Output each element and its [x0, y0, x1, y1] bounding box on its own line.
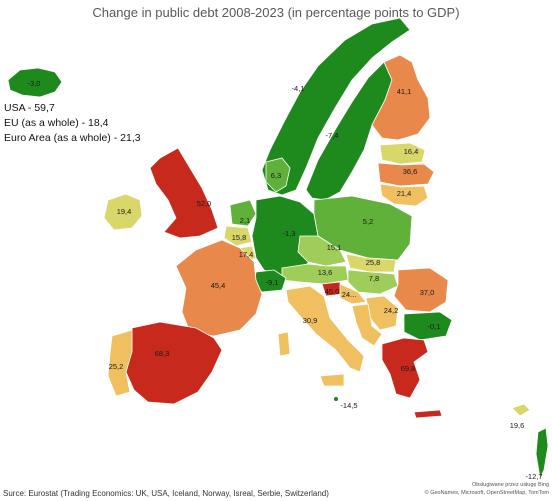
- country-croatia[interactable]: [339, 283, 367, 305]
- label-czechia: 15,1: [327, 243, 342, 252]
- label-iceland: -3,0: [28, 79, 41, 88]
- country-latvia[interactable]: [377, 162, 435, 187]
- label-croatia: 24...: [342, 290, 357, 299]
- label-switzerland: -9,1: [266, 278, 279, 287]
- country-norway[interactable]: [261, 17, 411, 196]
- label-poland: 5,2: [363, 217, 373, 226]
- label-denmark: 6,3: [271, 171, 281, 180]
- region-western-balkans: [351, 303, 383, 347]
- country-israel[interactable]: [535, 427, 549, 480]
- country-greece[interactable]: [381, 337, 429, 399]
- label-hungary: 7,8: [369, 274, 379, 283]
- label-slovakia: 25,8: [366, 258, 381, 267]
- label-israel: -12,7: [525, 472, 542, 481]
- legend-usa: USA - 59,7: [4, 102, 55, 114]
- country-hungary[interactable]: [347, 269, 399, 295]
- country-italy[interactable]: [285, 285, 365, 373]
- country-belgium[interactable]: [223, 225, 253, 247]
- country-denmark[interactable]: [265, 157, 291, 193]
- label-lithuania: 21,4: [397, 189, 412, 198]
- label-romania: 37,0: [420, 288, 435, 297]
- country-lithuania[interactable]: [379, 183, 429, 207]
- label-bulgaria: -0,1: [428, 322, 441, 331]
- country-spain[interactable]: [125, 321, 223, 405]
- label-slovenia: 45,0: [325, 287, 340, 296]
- country-austria[interactable]: [281, 263, 349, 285]
- label-belgium: 15,8: [232, 233, 247, 242]
- label-netherlands: 2,1: [240, 216, 250, 225]
- island-sicily: [319, 373, 345, 387]
- country-iceland[interactable]: [7, 67, 63, 98]
- label-norway: -4,1: [292, 84, 305, 93]
- legend-eu: EU (as a whole) - 18,4: [4, 117, 109, 129]
- country-romania[interactable]: [393, 267, 449, 313]
- island-sardinia: [277, 331, 291, 357]
- label-luxembourg: 17,4: [239, 250, 254, 259]
- country-slovakia[interactable]: [345, 253, 397, 273]
- country-estonia[interactable]: [379, 142, 426, 165]
- source-note: Surce: Eurostat (Trading Economics: UK, …: [3, 489, 329, 498]
- label-finland: 41,1: [397, 87, 412, 96]
- country-czechia[interactable]: [297, 235, 347, 267]
- label-austria: 13,6: [318, 268, 333, 277]
- map-title: Change in public debt 2008-2023 (in perc…: [92, 5, 460, 20]
- country-ireland[interactable]: [103, 193, 143, 231]
- label-uk: 52,0: [197, 199, 212, 208]
- credit-sources: © GeoNames, Microsoft, OpenStreetMap, To…: [424, 490, 549, 496]
- country-netherlands[interactable]: [229, 199, 257, 227]
- label-latvia: 36,6: [403, 167, 418, 176]
- legend-box: USA - 59,7 EU (as a whole) - 18,4 Euro A…: [4, 101, 141, 146]
- label-italy: 30,9: [303, 316, 318, 325]
- label-cyprus: 19,6: [510, 421, 525, 430]
- country-cyprus[interactable]: [511, 403, 531, 417]
- map-credit: Obsługiwane przez usługę Bing © GeoNames…: [425, 481, 549, 497]
- country-finland[interactable]: [371, 54, 431, 141]
- country-portugal[interactable]: [107, 329, 133, 397]
- label-serbia: 24,2: [384, 306, 399, 315]
- label-greece: 69,8: [401, 364, 416, 373]
- island-crete: [413, 409, 443, 419]
- label-spain: 68,3: [155, 349, 170, 358]
- label-germany: -1,3: [283, 229, 296, 238]
- country-poland[interactable]: [313, 195, 413, 261]
- credit-bing: Obsługiwane przez usługę Bing: [471, 482, 549, 488]
- label-sweden: -7,4: [326, 131, 339, 140]
- country-malta[interactable]: [333, 396, 339, 402]
- label-portugal: 25,2: [109, 362, 124, 371]
- label-france: 45,4: [211, 281, 226, 290]
- label-ireland: 19,4: [117, 207, 132, 216]
- label-estonia: 16,4: [404, 147, 419, 156]
- country-uk[interactable]: [149, 147, 219, 239]
- label-malta: -14,5: [340, 401, 357, 410]
- country-france[interactable]: [175, 239, 263, 337]
- country-bulgaria[interactable]: [403, 311, 453, 341]
- legend-euro-area: Euro Area (as a whole) - 21,3: [4, 132, 141, 144]
